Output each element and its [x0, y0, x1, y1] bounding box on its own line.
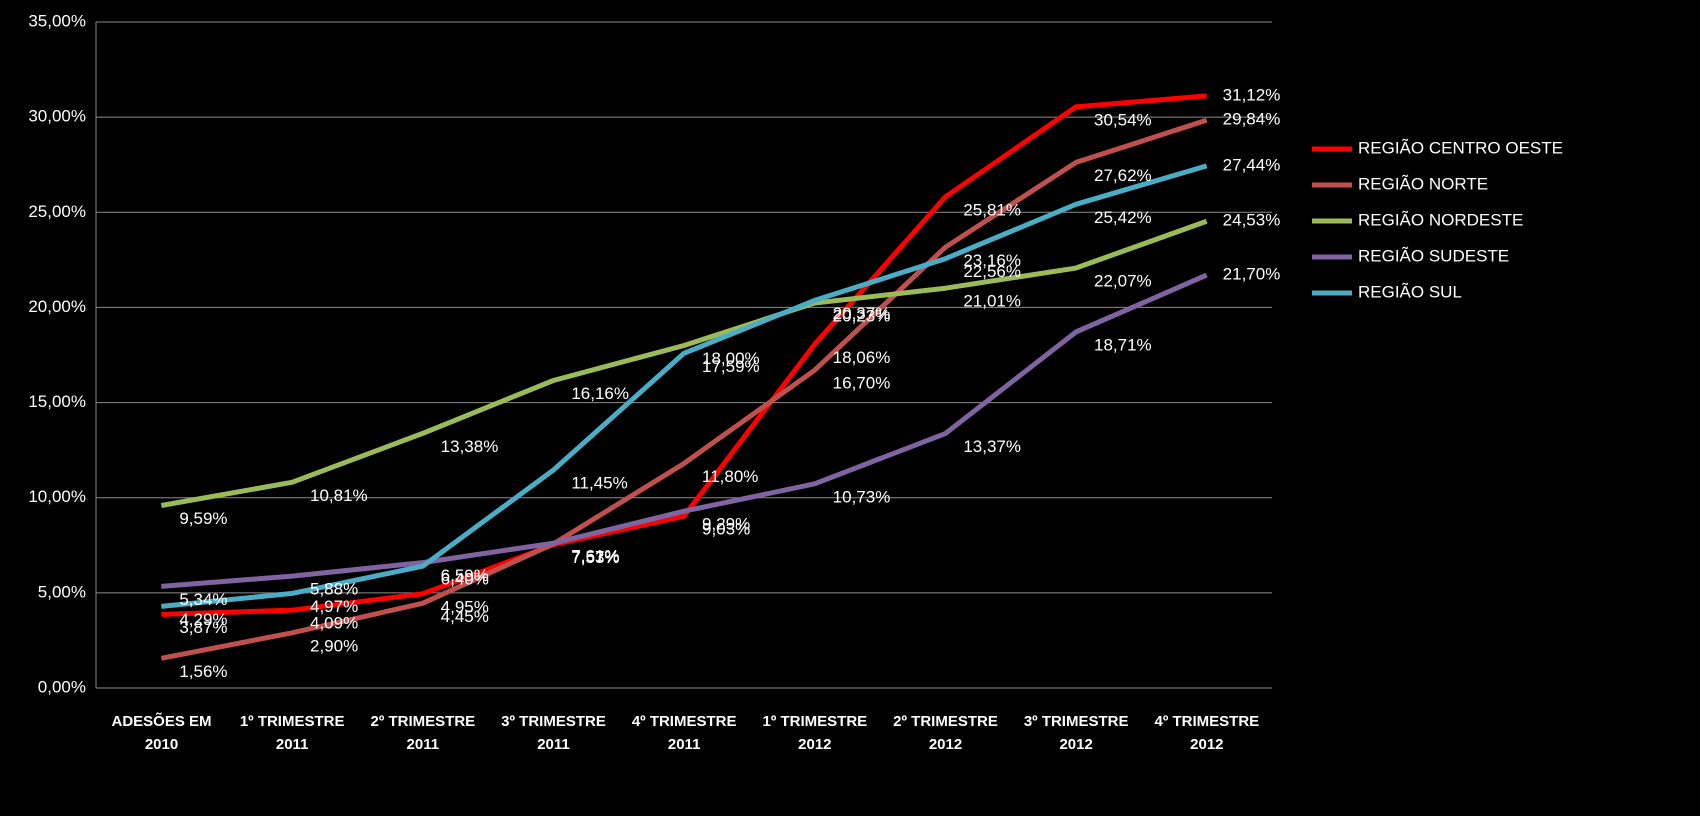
legend-label: REGIÃO NORTE — [1358, 174, 1488, 193]
y-tick-label: 20,00% — [28, 297, 86, 316]
data-label: 13,37% — [963, 437, 1021, 456]
data-label: 10,81% — [310, 486, 368, 505]
data-label: 7,53% — [571, 548, 619, 567]
data-label: 25,42% — [1094, 208, 1152, 227]
data-label: 18,71% — [1094, 335, 1152, 354]
data-label: 9,03% — [702, 520, 750, 539]
data-label: 13,38% — [441, 437, 499, 456]
data-label: 2,90% — [310, 636, 358, 655]
data-label: 23,16% — [963, 251, 1021, 270]
data-label: 5,88% — [310, 580, 358, 599]
y-tick-label: 25,00% — [28, 202, 86, 221]
y-tick-label: 15,00% — [28, 392, 86, 411]
x-tick-label: 3º TRIMESTRE 2012 — [1023, 713, 1129, 753]
x-tick-label: 2º TRIMESTRE 2012 — [893, 713, 998, 753]
data-label: 7,57% — [571, 547, 619, 566]
data-label: 4,97% — [310, 597, 358, 616]
x-tick-label: 4º TRIMESTRE 2012 — [1154, 713, 1260, 753]
data-label: 24,53% — [1223, 211, 1281, 230]
data-label: 29,84% — [1223, 110, 1281, 129]
data-label: 16,70% — [833, 374, 891, 393]
data-label: 6,59% — [441, 566, 489, 585]
legend-label: REGIÃO CENTRO OESTE — [1358, 138, 1563, 157]
data-label: 22,07% — [1094, 272, 1152, 291]
legend-label: REGIÃO SUL — [1358, 282, 1462, 301]
data-label: 18,06% — [833, 348, 891, 367]
data-label: 11,80% — [702, 467, 758, 486]
y-tick-label: 30,00% — [28, 107, 86, 126]
data-label: 11,45% — [571, 474, 627, 493]
data-label: 3,87% — [179, 618, 227, 637]
data-label: 18,00% — [702, 349, 760, 368]
x-tick-label: ADESÕES EM 2010 — [111, 713, 212, 753]
x-tick-label: 2º TRIMESTRE 2011 — [370, 713, 476, 753]
data-label: 27,62% — [1094, 166, 1152, 185]
data-label: 1,56% — [179, 662, 227, 681]
y-tick-label: 5,00% — [38, 582, 86, 601]
data-label: 4,29% — [179, 610, 227, 629]
data-label: 27,44% — [1223, 155, 1281, 174]
x-tick-label: 3º TRIMESTRE 2011 — [501, 713, 606, 753]
series-line — [161, 272, 1208, 589]
data-label: 6,40% — [441, 570, 489, 589]
data-label: 9,29% — [702, 515, 750, 534]
data-label: 4,45% — [441, 607, 489, 626]
data-label: 9,59% — [179, 509, 227, 528]
data-label: 22,56% — [963, 262, 1021, 281]
y-tick-label: 0,00% — [38, 677, 86, 696]
data-label: 7,61% — [571, 547, 619, 566]
series-line — [160, 218, 1208, 508]
data-label: 20,37% — [833, 304, 891, 323]
data-label: 31,12% — [1223, 85, 1281, 104]
legend-label: REGIÃO SUDESTE — [1358, 246, 1509, 265]
x-tick-label: 1º TRIMESTRE 2011 — [239, 713, 345, 753]
series-line — [161, 163, 1208, 609]
data-label: 16,16% — [571, 384, 629, 403]
data-label: 4,95% — [441, 597, 489, 616]
y-tick-label: 35,00% — [28, 11, 86, 30]
series-line — [161, 93, 1207, 617]
data-label: 20,23% — [833, 307, 891, 326]
x-tick-label: 1º TRIMESTRE 2012 — [762, 713, 868, 753]
series-line — [160, 117, 1208, 661]
data-label: 21,70% — [1223, 265, 1281, 284]
x-tick-label: 4º TRIMESTRE 2011 — [631, 713, 737, 753]
data-label: 4,09% — [310, 614, 358, 633]
data-label: 21,01% — [963, 292, 1021, 311]
y-tick-label: 10,00% — [28, 487, 86, 506]
legend-label: REGIÃO NORDESTE — [1358, 210, 1523, 229]
data-label: 25,81% — [963, 200, 1021, 219]
data-label: 17,59% — [702, 357, 760, 376]
data-label: 5,34% — [179, 590, 227, 609]
data-label: 10,73% — [833, 487, 891, 506]
data-label: 30,54% — [1094, 110, 1152, 129]
